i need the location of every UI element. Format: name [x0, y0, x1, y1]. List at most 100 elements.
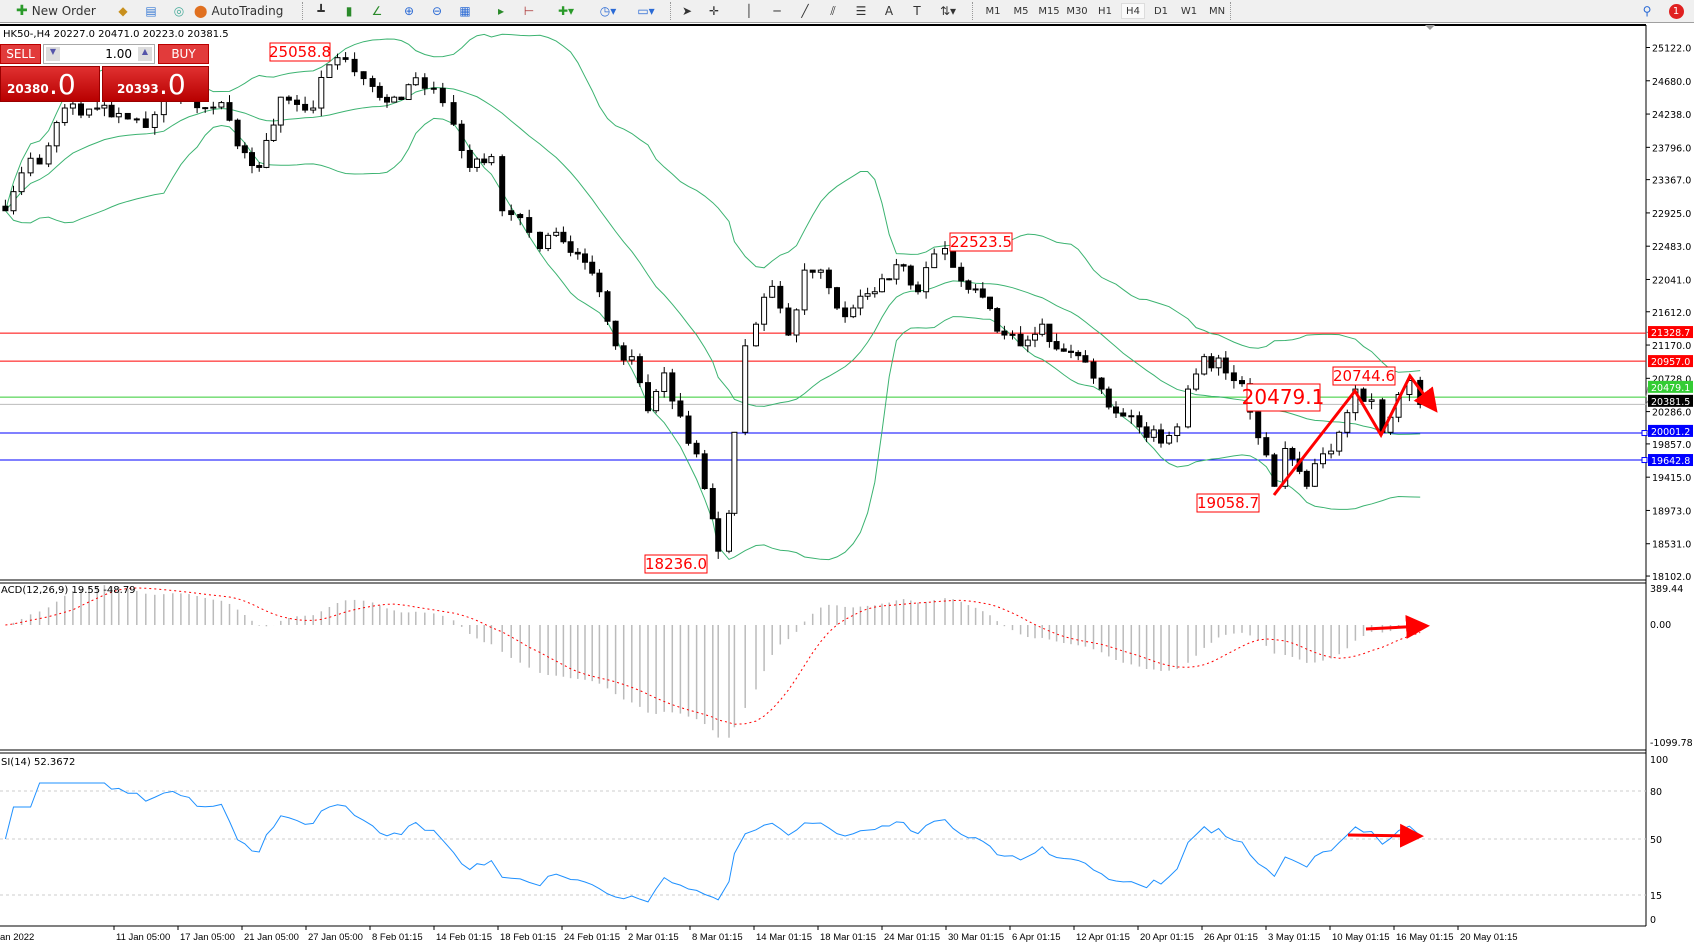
rsi-arrow[interactable]	[1347, 823, 1424, 848]
timeframe-m15[interactable]: M15	[1038, 5, 1060, 17]
price-annotation[interactable]: 20744.6	[1332, 366, 1396, 386]
horizontal-line-icon[interactable]: ─	[773, 4, 781, 18]
candle	[326, 64, 333, 78]
data-window-icon[interactable]: ▤	[145, 4, 157, 18]
text-icon[interactable]: A	[884, 4, 894, 18]
candle	[825, 267, 832, 295]
candle	[210, 101, 217, 115]
candle-body	[101, 104, 108, 109]
crosshair-icon[interactable]: ✛	[708, 4, 720, 18]
candle-body	[450, 102, 457, 125]
text-label-icon[interactable]: T	[913, 4, 921, 18]
line-chart-icon[interactable]: ∠	[371, 4, 383, 18]
timeframe-d1[interactable]: D1	[1153, 5, 1169, 17]
candle	[270, 118, 277, 142]
candle-body	[369, 78, 376, 87]
candle-body	[202, 107, 209, 110]
candle-body	[972, 288, 979, 291]
timeframe-mn[interactable]: MN	[1208, 5, 1226, 17]
price-annotation[interactable]: 18236.0	[644, 554, 708, 574]
lot-size-input[interactable]: ▼ 1.00 ▲	[43, 44, 155, 64]
zoom-in-icon[interactable]: ⊕	[403, 4, 415, 18]
arrows-icon[interactable]: ⇅▾	[939, 4, 957, 18]
candle-body	[1113, 406, 1119, 414]
timeframe-m5[interactable]: M5	[1013, 5, 1029, 17]
candlestick-icon[interactable]: ▮	[345, 4, 353, 18]
auto-scroll-icon[interactable]: ▸	[497, 4, 505, 18]
lot-decrease-icon[interactable]: ▼	[46, 47, 60, 61]
zoom-out-icon[interactable]: ⊖	[431, 4, 443, 18]
sell-price-box[interactable]: 20380 .0	[0, 66, 100, 102]
vertical-line-icon[interactable]: │	[745, 4, 753, 18]
candle-body	[958, 266, 965, 282]
trend-arrow[interactable]	[1272, 373, 1438, 496]
level-handle[interactable]	[1641, 430, 1648, 437]
templates-icon[interactable]: ▭▾	[637, 4, 655, 18]
periods-icon[interactable]: ◷▾	[599, 4, 617, 18]
chart-shift-icon[interactable]: ⊢	[523, 4, 535, 18]
level-tag-connector	[1645, 430, 1649, 434]
candle	[1320, 447, 1326, 469]
timeframe-h1[interactable]: H1	[1098, 5, 1112, 17]
candle-body	[1060, 348, 1067, 352]
candle	[769, 280, 776, 299]
timeframe-h4[interactable]: H4	[1121, 3, 1145, 19]
candle-body	[987, 296, 993, 310]
market-watch-icon[interactable]: ◆	[118, 4, 128, 18]
lot-increase-icon[interactable]: ▲	[138, 47, 152, 61]
navigator-icon[interactable]: ◎	[173, 4, 185, 18]
candle-body	[979, 288, 986, 298]
timeframe-m30[interactable]: M30	[1066, 5, 1088, 17]
candle-body	[1143, 426, 1150, 438]
trendline-icon[interactable]: ╱	[801, 4, 809, 18]
fibonacci-icon[interactable]: ☰	[855, 4, 867, 18]
timeframe-m1[interactable]: M1	[985, 5, 1001, 17]
candle-body	[263, 139, 270, 168]
price-annotation[interactable]: 22523.5	[949, 232, 1013, 252]
tile-windows-icon[interactable]: ▦	[459, 4, 471, 18]
chart-shift-marker[interactable]	[1425, 25, 1435, 30]
candle-body	[742, 345, 749, 433]
buy-button[interactable]: BUY	[158, 44, 209, 64]
indicators-icon[interactable]: ✚▾	[557, 4, 575, 18]
search-icon[interactable]: ⚲	[1642, 4, 1652, 18]
candle-body	[1201, 356, 1208, 375]
bar-chart-icon[interactable]: ┻	[317, 4, 325, 18]
candle	[693, 440, 700, 458]
candle	[987, 296, 993, 311]
macd-arrow[interactable]	[1365, 614, 1430, 639]
candle	[1193, 368, 1200, 392]
sell-button[interactable]: SELL	[0, 44, 41, 64]
candle-body	[1336, 431, 1343, 452]
candle-body	[1039, 323, 1046, 335]
candle-body	[36, 157, 43, 165]
timeframe-w1[interactable]: W1	[1180, 5, 1198, 17]
candle-body	[508, 210, 515, 216]
price-annotation[interactable]: 20479.1	[1242, 383, 1325, 412]
candle	[809, 269, 816, 279]
new-order-button[interactable]: ✚ New Order	[16, 2, 108, 20]
level-handle[interactable]	[1641, 457, 1648, 464]
price-annotation[interactable]: 25058.8	[269, 42, 331, 62]
equidistant-channel-icon[interactable]: ⫽	[830, 3, 836, 18]
candle	[677, 392, 684, 418]
candle-body	[709, 488, 716, 520]
candle-body	[677, 400, 684, 417]
candle	[893, 258, 900, 285]
rsi-label: SI(14) 52.3672	[1, 757, 75, 768]
price-tick-label: 18973.0	[1652, 506, 1691, 517]
notifications-button[interactable]: 1	[1664, 2, 1688, 20]
candle	[108, 98, 115, 118]
candle	[234, 118, 241, 150]
cursor-icon[interactable]: ➤	[681, 4, 693, 18]
candle-body	[151, 114, 158, 128]
price-tick-label: 22041.0	[1652, 275, 1691, 286]
candle	[965, 279, 972, 294]
bollinger-upper	[4, 33, 1421, 373]
price-annotation[interactable]: 19058.7	[1196, 493, 1260, 513]
candle-body	[560, 231, 567, 243]
buy-price-box[interactable]: 20393 .0	[102, 66, 209, 102]
time-tick-label: 14 Feb 01:15	[436, 932, 492, 943]
autotrading-button[interactable]: ⬤ AutoTrading	[194, 2, 292, 20]
